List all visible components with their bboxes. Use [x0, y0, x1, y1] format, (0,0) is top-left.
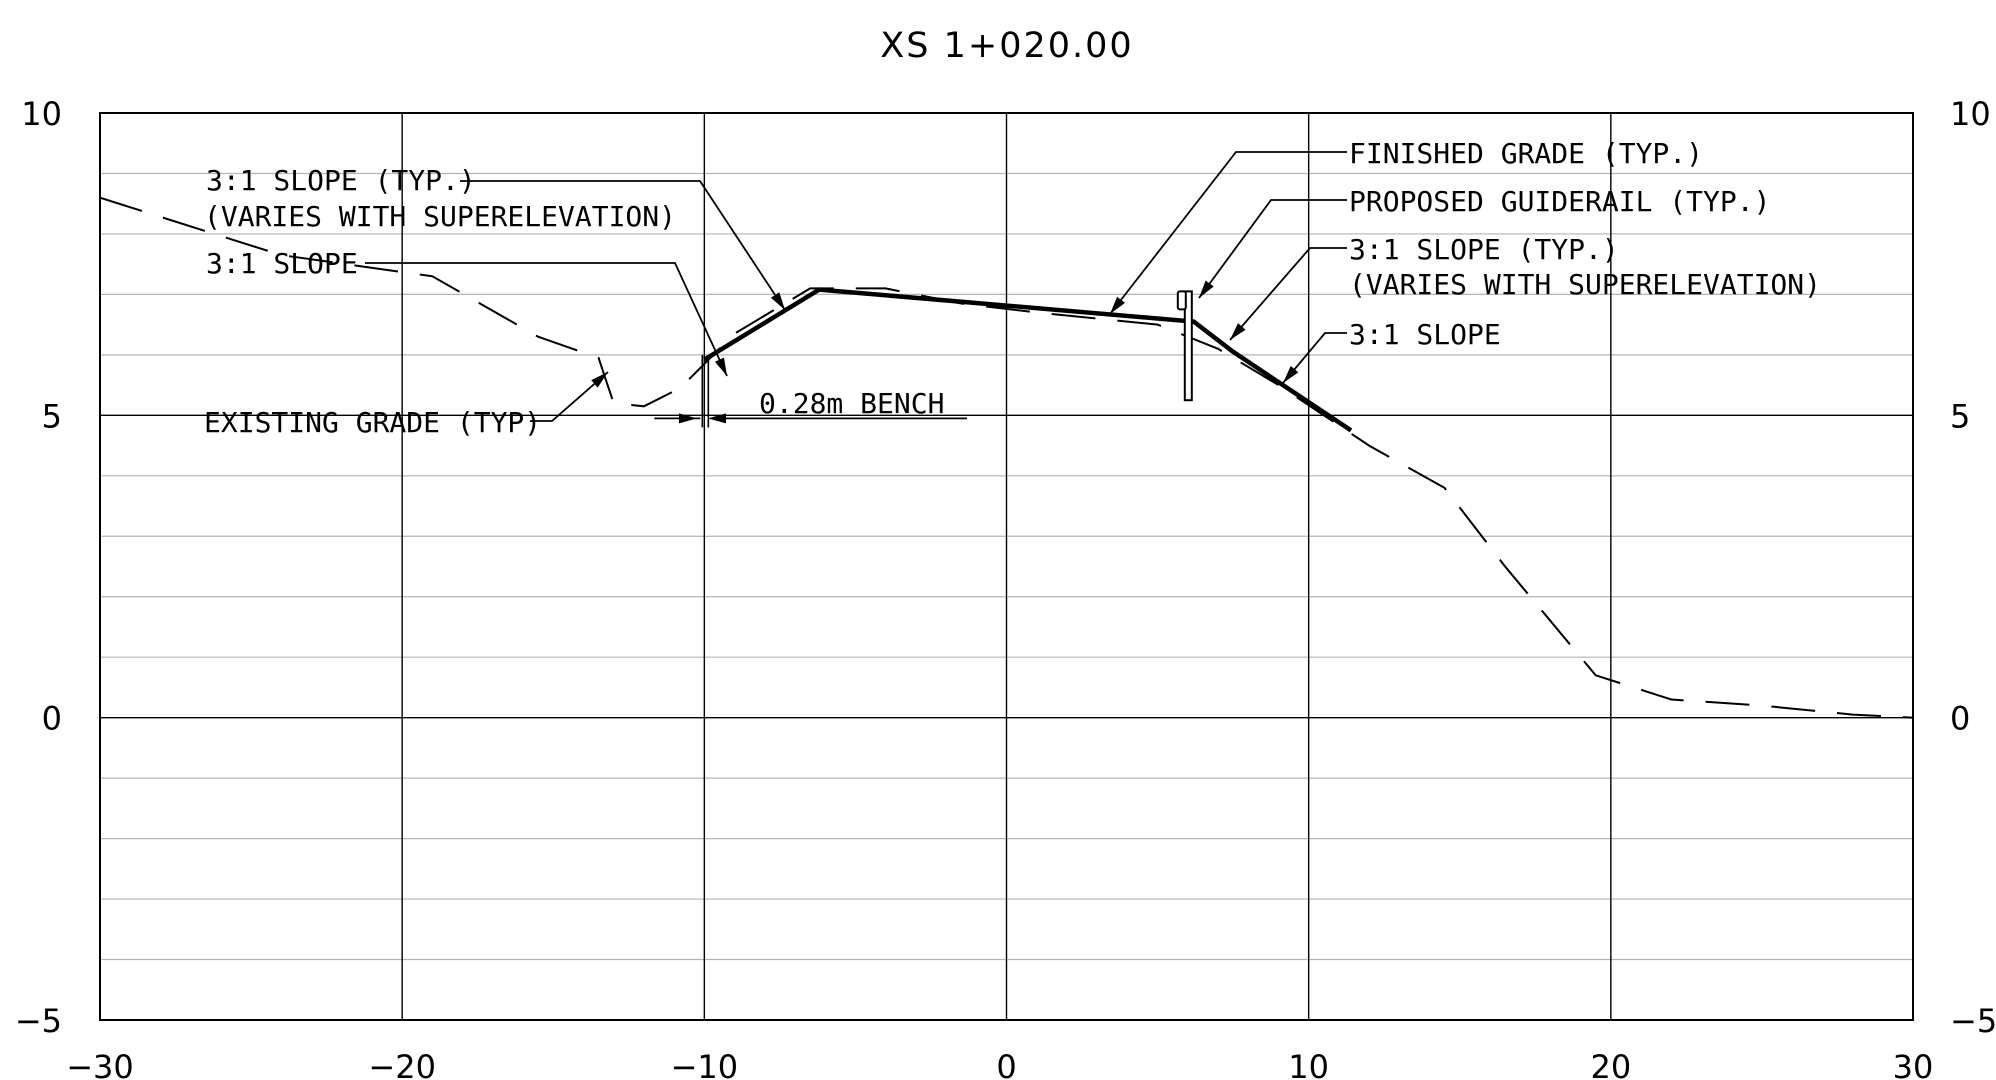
note-finished-grade: FINISHED GRADE (TYP.) — [1349, 137, 1703, 170]
leader-lines — [365, 151, 1347, 424]
leader-right-slope-arrowhead — [1283, 366, 1299, 383]
leader-finished-grade — [1109, 151, 1347, 315]
axis-tick-labels: −30 −20 −10 0 10 20 30 10 5 0 −5 10 5 0 −5 — [15, 95, 1996, 1080]
y-tick-label-right: 0 — [1950, 700, 1970, 738]
guiderail-post — [1183, 290, 1193, 402]
plot-frame — [99, 112, 1914, 1021]
leader-left-slope-typ — [460, 180, 786, 311]
x-tick-label: −20 — [368, 1048, 436, 1080]
note-right-slope-typ: 3:1 SLOPE (TYP.) — [1349, 233, 1619, 266]
y-tick-label-right: 5 — [1950, 397, 1970, 435]
grid — [99, 112, 1914, 1021]
x-tick-label: −30 — [66, 1048, 134, 1080]
leader-finished-grade-arrowhead — [1110, 296, 1125, 314]
x-tick-label: 10 — [1288, 1048, 1329, 1080]
bench-arrowhead-right — [708, 413, 726, 424]
x-tick-label: 20 — [1590, 1048, 1631, 1080]
note-bench: 0.28m BENCH — [759, 387, 944, 420]
drawing-title: XS 1+020.00 — [880, 26, 1133, 66]
leader-left-slope-arrowhead — [714, 357, 727, 376]
y-tick-label-left: 5 — [42, 397, 62, 435]
x-tick-label: −10 — [671, 1048, 739, 1080]
guiderail-blockout — [1176, 290, 1187, 311]
leader-left-slope — [365, 262, 728, 377]
finished-grade-line — [703, 287, 1353, 433]
y-tick-label-right: 10 — [1950, 95, 1991, 133]
note-right-varies: (VARIES WITH SUPERELEVATION) — [1349, 268, 1821, 301]
x-tick-label: 30 — [1893, 1048, 1934, 1080]
leader-existing-grade-arrowhead — [591, 372, 608, 388]
note-right-slope: 3:1 SLOPE — [1349, 318, 1501, 351]
leader-right-slope — [1282, 332, 1347, 384]
y-tick-label-right: −5 — [1950, 1002, 1996, 1040]
existing-grade-line — [99, 196, 1914, 719]
annotations: 3:1 SLOPE (TYP.) (VARIES WITH SUPERELEVA… — [204, 137, 1821, 439]
y-tick-label-left: 0 — [42, 700, 62, 738]
y-tick-label-left: −5 — [15, 1002, 62, 1040]
bench-arrowhead-left — [679, 413, 697, 424]
leader-right-slope-typ-arrowhead — [1230, 323, 1246, 340]
note-left-varies: (VARIES WITH SUPERELEVATION) — [204, 200, 676, 233]
leader-left-slope-typ-arrowhead — [770, 292, 785, 310]
note-left-slope: 3:1 SLOPE — [206, 247, 358, 280]
note-left-slope-typ: 3:1 SLOPE (TYP.) — [206, 164, 476, 197]
grade-lines — [99, 196, 1914, 719]
y-tick-label-left: 10 — [21, 95, 62, 133]
leader-right-slope-typ — [1229, 247, 1347, 341]
x-tick-label: 0 — [996, 1048, 1016, 1080]
note-existing-grade: EXISTING GRADE (TYP) — [204, 406, 541, 439]
note-proposed-guiderail: PROPOSED GUIDERAIL (TYP.) — [1349, 185, 1770, 218]
leader-existing-grade — [530, 371, 609, 422]
leader-proposed-guiderail-arrowhead — [1199, 280, 1214, 298]
leader-proposed-guiderail — [1198, 199, 1347, 299]
